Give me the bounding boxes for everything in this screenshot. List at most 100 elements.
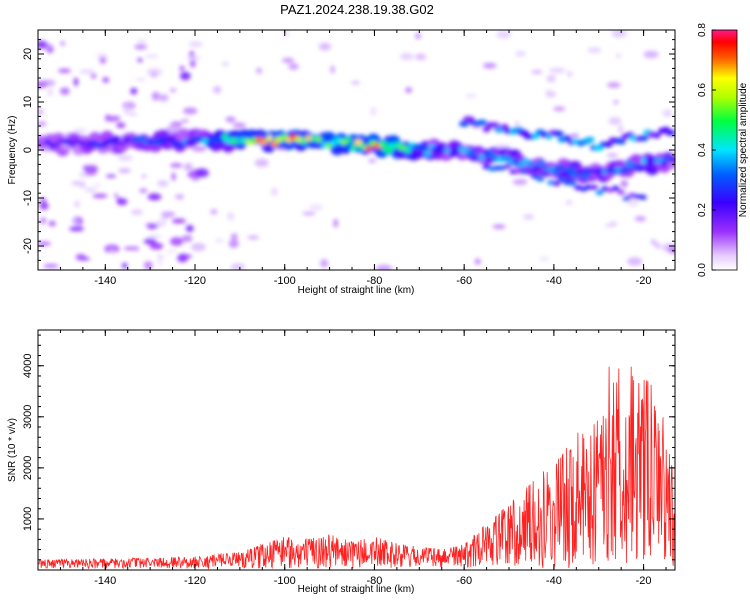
heatmap-cell	[146, 223, 158, 230]
heatmap-cell	[492, 224, 506, 229]
heatmap-cell	[38, 81, 48, 89]
heatmap-cell	[444, 147, 451, 154]
x-tick-label: -140	[94, 275, 116, 287]
heatmap-cell	[69, 226, 84, 232]
heatmap-cell	[616, 138, 626, 145]
snr-frame	[37, 329, 676, 571]
heatmap-cell	[169, 88, 177, 92]
heatmap-cell	[143, 238, 157, 245]
heatmap-cell	[73, 218, 80, 226]
heatmap-cell	[581, 173, 590, 180]
heatmap-cell	[92, 193, 108, 199]
heatmap-cell	[515, 121, 520, 126]
heatmap-cell	[500, 124, 509, 130]
heatmap-cell	[139, 188, 148, 193]
heatmap-cell	[531, 70, 543, 74]
heatmap-cell	[619, 167, 631, 174]
heatmap-cell	[213, 86, 222, 94]
heatmap-cell	[90, 73, 97, 79]
heatmap-cell	[350, 144, 357, 151]
heatmap-cell	[605, 223, 612, 227]
heatmap-cell	[179, 65, 185, 71]
heatmap-cell	[40, 217, 46, 224]
heatmap-cell	[595, 190, 604, 196]
colorbar-tick-label: 0.6	[697, 83, 708, 97]
heatmap-cell	[270, 141, 279, 148]
heatmap-cell	[147, 193, 162, 201]
heatmap-cell	[177, 253, 189, 263]
heatmap-cell	[368, 158, 377, 163]
heatmap-cell	[354, 139, 363, 146]
heatmap-cell	[404, 147, 411, 154]
heatmap-cell	[608, 117, 622, 125]
heatmap-cell	[39, 197, 47, 203]
colorbar-ticks: 0.0 0.2 0.4 0.6 0.8	[697, 23, 716, 277]
heatmap-cell	[416, 144, 429, 151]
heatmap-cell	[565, 166, 576, 173]
heatmap-cell	[532, 133, 540, 140]
heatmap-cell	[288, 63, 299, 70]
heatmap-cell	[58, 68, 71, 73]
x-tick-label: -60	[456, 575, 472, 587]
heatmap-cell	[668, 156, 675, 163]
heatmap-cell	[620, 179, 628, 188]
heatmap-cell	[227, 212, 235, 221]
heatmap-cell	[546, 74, 556, 83]
heatmap-cell	[84, 187, 98, 193]
heatmap-cell	[144, 54, 159, 59]
heatmap-cell	[467, 150, 477, 157]
heatmap-cell	[611, 30, 627, 38]
heatmap-cell	[570, 133, 579, 138]
heatmap-cell	[123, 246, 139, 250]
heatmap-cell	[618, 125, 624, 133]
heatmap-cell	[155, 219, 167, 227]
heatmap-cell	[302, 212, 316, 215]
figure-title: PAZ1.2024.238.19.38.G02	[280, 2, 434, 17]
heatmap-cell	[617, 189, 626, 195]
heatmap-cell	[105, 174, 117, 178]
x-tick-label: -20	[636, 275, 652, 287]
heatmap-cell	[205, 140, 215, 147]
heatmap-cell	[256, 67, 262, 74]
heatmap-cell	[191, 243, 206, 252]
heatmap-cell	[261, 139, 268, 146]
heatmap-cell	[351, 81, 360, 85]
colorbar-tick-label: 0.2	[697, 203, 708, 217]
y-tick-label: 1000	[22, 507, 34, 531]
heatmap-cell	[79, 139, 85, 146]
heatmap-cell	[477, 119, 488, 126]
heatmap-cell	[179, 71, 191, 81]
heatmap-cell	[634, 216, 647, 222]
heatmap-cell	[38, 241, 51, 246]
heatmap-cell	[60, 41, 65, 46]
heatmap-cell	[615, 53, 621, 59]
heatmap-cell	[613, 100, 619, 105]
heatmap-cell	[553, 130, 564, 137]
heatmap-cell	[116, 197, 122, 205]
heatmap-cell	[607, 82, 621, 88]
colorbar	[711, 29, 738, 271]
heatmap-cell	[627, 198, 639, 207]
y-tick-label: 0	[22, 147, 34, 153]
heatmap-cell	[478, 154, 486, 161]
heatmap-cell	[84, 168, 97, 176]
heatmap-cell	[660, 160, 668, 167]
heatmap-cell	[370, 106, 377, 116]
heatmap-cell	[105, 115, 112, 120]
heatmap-cell	[651, 239, 656, 245]
heatmap-cell	[137, 58, 143, 63]
heatmap-cell	[643, 50, 659, 59]
y-tick-label: 2000	[22, 456, 34, 480]
colorbar-tick-label: 0.8	[697, 23, 708, 37]
heatmap-cell	[135, 78, 147, 82]
heatmap-cell	[122, 262, 128, 269]
heatmap-cell	[549, 67, 566, 74]
heatmap-cell	[183, 163, 193, 171]
heatmap-cell	[79, 181, 86, 189]
heatmap-cell	[310, 135, 318, 142]
heatmap-cell	[662, 109, 673, 118]
heatmap-cell	[566, 200, 572, 206]
heatmap-cell	[109, 115, 121, 121]
heatmap-cell	[99, 56, 107, 64]
